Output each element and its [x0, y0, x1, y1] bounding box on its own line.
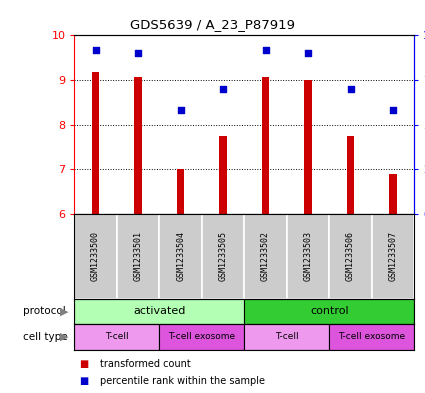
Bar [92, 72, 99, 214]
Bar [287, 214, 329, 299]
Bar [159, 214, 202, 299]
Bar [329, 214, 372, 299]
Bar [159, 324, 244, 350]
Text: T-cell: T-cell [105, 332, 129, 342]
Bar [389, 174, 397, 214]
Point [305, 50, 312, 56]
Text: GDS5639 / A_23_P87919: GDS5639 / A_23_P87919 [130, 18, 295, 31]
Bar [74, 324, 159, 350]
Point [220, 86, 227, 92]
Bar [202, 214, 244, 299]
Point [390, 107, 397, 114]
Text: ▶: ▶ [60, 307, 68, 316]
Text: GSM1233504: GSM1233504 [176, 231, 185, 281]
Text: percentile rank within the sample: percentile rank within the sample [100, 376, 265, 386]
Text: GSM1233500: GSM1233500 [91, 231, 100, 281]
Bar [244, 214, 287, 299]
Bar [372, 214, 414, 299]
Text: T-cell: T-cell [275, 332, 299, 342]
Text: cell type: cell type [23, 332, 68, 342]
Point [135, 50, 142, 56]
Text: GSM1233506: GSM1233506 [346, 231, 355, 281]
Text: GSM1233503: GSM1233503 [303, 231, 313, 281]
Text: ▶: ▶ [60, 332, 68, 342]
Bar [219, 136, 227, 214]
Text: control: control [310, 307, 348, 316]
Text: GSM1233502: GSM1233502 [261, 231, 270, 281]
Text: transformed count: transformed count [100, 358, 191, 369]
Bar [329, 324, 414, 350]
Bar [117, 214, 159, 299]
Bar [244, 299, 414, 324]
Bar [304, 80, 312, 214]
Point [347, 86, 354, 92]
Text: T-cell exosome: T-cell exosome [338, 332, 405, 342]
Text: ■: ■ [79, 376, 88, 386]
Bar [74, 299, 244, 324]
Bar [177, 169, 184, 214]
Point [177, 107, 184, 114]
Bar [74, 214, 117, 299]
Bar [134, 77, 142, 214]
Text: protocol: protocol [23, 307, 66, 316]
Text: GSM1233505: GSM1233505 [218, 231, 228, 281]
Text: ■: ■ [79, 358, 88, 369]
Point [92, 46, 99, 53]
Text: GSM1233507: GSM1233507 [388, 231, 398, 281]
Text: T-cell exosome: T-cell exosome [168, 332, 235, 342]
Text: activated: activated [133, 307, 186, 316]
Text: GSM1233501: GSM1233501 [133, 231, 143, 281]
Bar [244, 324, 329, 350]
Point [262, 46, 269, 53]
Bar [262, 77, 269, 214]
Bar [347, 136, 354, 214]
